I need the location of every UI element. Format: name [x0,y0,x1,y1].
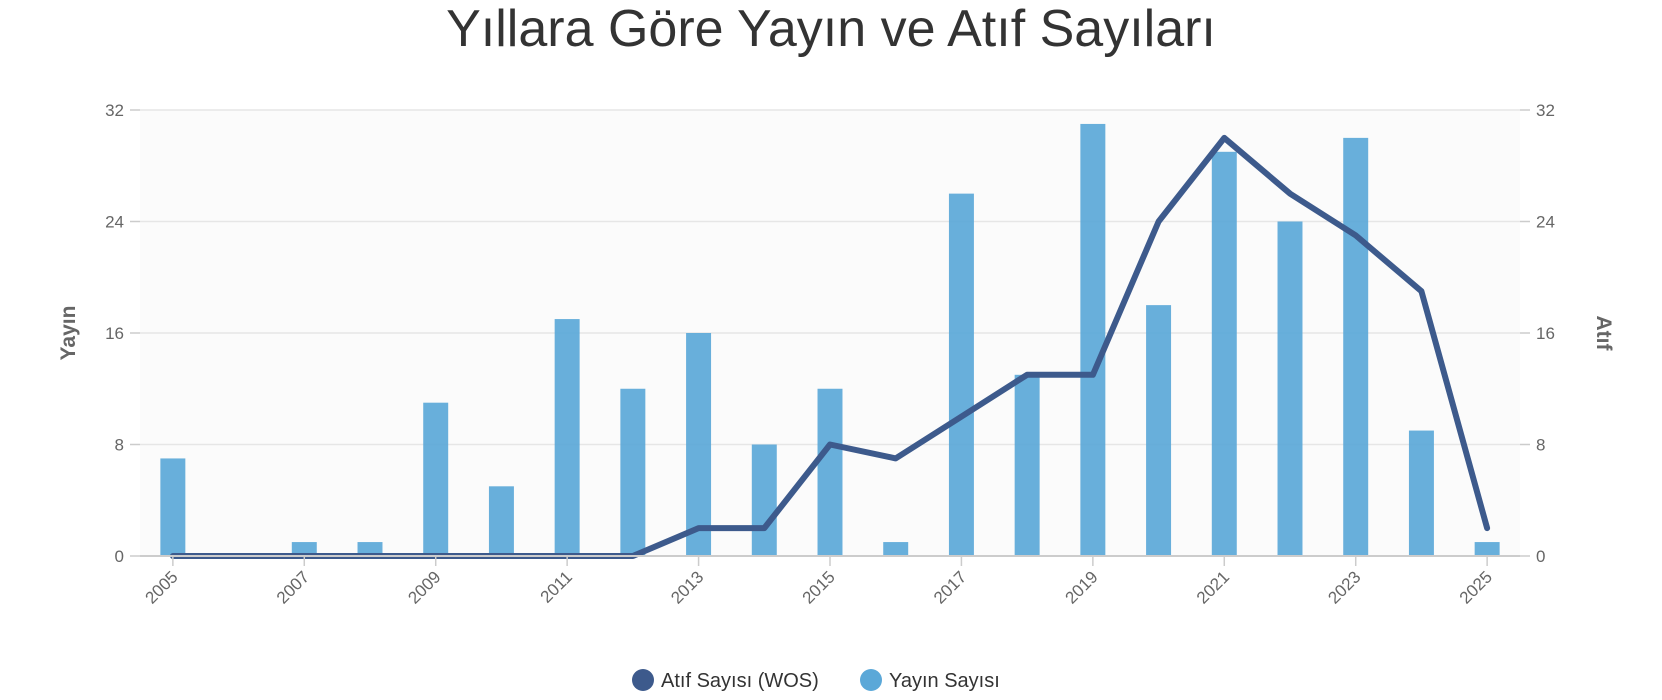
bar[interactable] [817,388,843,556]
bar[interactable] [1343,137,1369,556]
y-axis-right: 0 8 16 24 32 [1520,101,1555,566]
x-tick-label: 2009 [404,567,444,607]
y-left-tick-label: 0 [115,547,124,566]
legend-marker [632,669,654,691]
legend[interactable]: Atıf Sayısı (WOS) Yayın Sayısı [632,669,1000,692]
y-right-tick-label: 0 [1536,547,1545,566]
x-tick-label: 2013 [667,567,707,607]
x-tick-label: 2017 [930,567,970,607]
legend-item[interactable]: Yayın Sayısı [860,669,1000,692]
x-tick-label: 2019 [1062,567,1102,607]
bar[interactable] [1474,542,1500,556]
y-axis-left-title: Yayın [57,306,80,361]
bar[interactable] [1080,123,1106,556]
y-right-tick-label: 16 [1536,324,1555,343]
bar[interactable] [1146,305,1172,556]
bar[interactable] [357,542,383,556]
y-axis-right-title: Atıf [1592,316,1615,352]
x-tick-label: 2023 [1324,567,1364,607]
bar[interactable] [554,319,580,556]
bar[interactable] [1014,374,1040,556]
bar[interactable] [423,402,449,556]
bar[interactable] [488,486,514,556]
bar[interactable] [1277,221,1303,557]
bar[interactable] [948,193,974,556]
bar[interactable] [686,333,712,556]
bar[interactable] [883,542,909,556]
bar[interactable] [1408,430,1434,556]
x-tick-label: 2025 [1456,567,1496,607]
chart-title: Yıllara Göre Yayın ve Atıf Sayıları [446,0,1216,58]
bar-series [160,123,1500,557]
bar[interactable] [1211,151,1237,556]
x-tick-label: 2007 [273,567,313,607]
y-left-tick-label: 16 [105,324,124,343]
bar[interactable] [291,542,317,556]
x-axis: 2005 2007 2009 2011 2013 2015 2017 2019 2021 2023… [140,555,1520,608]
y-right-tick-label: 8 [1536,436,1545,455]
legend-marker [860,669,882,691]
y-left-tick-label: 8 [115,436,124,455]
legend-label: Yayın Sayısı [889,670,1000,692]
y-axis-left: 0 8 16 24 32 [105,101,140,566]
y-left-tick-label: 32 [105,101,124,120]
bar[interactable] [620,388,646,556]
legend-item[interactable]: Atıf Sayısı (WOS) [632,669,819,692]
x-tick-label: 2015 [799,567,839,607]
bar[interactable] [160,458,186,556]
y-right-tick-label: 24 [1536,213,1555,232]
legend-label: Atıf Sayısı (WOS) [661,670,819,692]
x-tick-label: 2021 [1193,567,1233,607]
y-right-tick-label: 32 [1536,101,1555,120]
x-tick-label: 2011 [537,567,576,606]
bar[interactable] [751,444,777,557]
y-left-tick-label: 24 [105,213,124,232]
x-tick-label: 2005 [142,567,182,607]
